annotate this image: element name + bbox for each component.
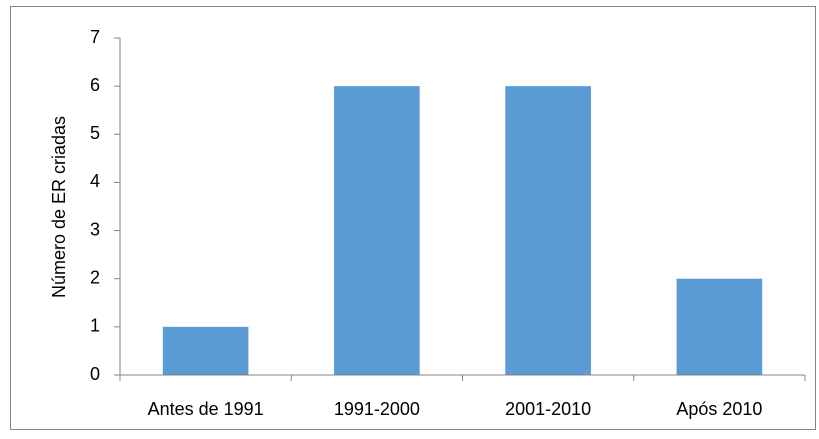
x-tick-label: Após 2010 [676,399,762,419]
y-tick-label: 3 [90,219,100,239]
y-axis-label: Número de ER criadas [49,116,69,298]
x-tick-label: Antes de 1991 [148,399,264,419]
bar [505,86,591,376]
y-tick-label: 0 [90,364,100,384]
x-tick-label: 2001-2010 [505,399,591,419]
y-tick-label: 6 [90,75,100,95]
y-tick-label: 2 [90,267,100,287]
bar [334,86,420,376]
y-tick-label: 5 [90,123,100,143]
y-tick-label: 7 [90,27,100,47]
y-tick-label: 4 [90,171,100,191]
bar [676,278,763,375]
x-tick-label: 1991-2000 [334,399,420,419]
y-tick-label: 1 [90,316,100,336]
bar [162,326,249,375]
